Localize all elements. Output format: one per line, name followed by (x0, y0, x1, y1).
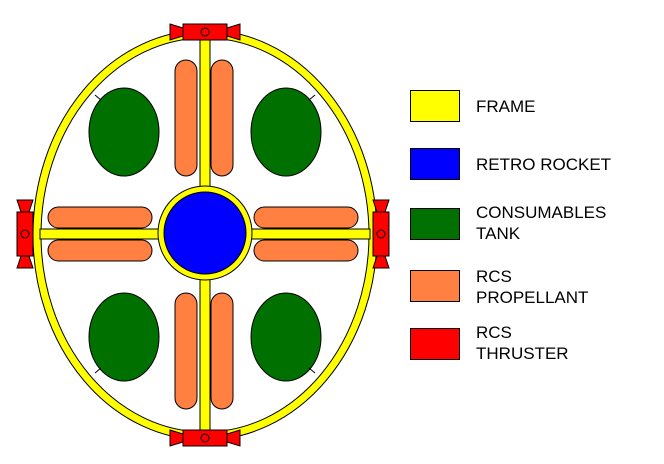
rcs-propellant-tanks (47, 59, 359, 410)
rcs-propellant-tank (47, 239, 153, 262)
frame-beam-bottom (199, 271, 211, 433)
tank-struts (94, 94, 316, 374)
legend-item-retro-rocket: RETRO ROCKET (410, 148, 660, 208)
legend-swatch-rcs-thruster (410, 328, 460, 360)
rcs-propellant-tank (47, 206, 153, 229)
rcs-propellant-tank (174, 292, 198, 410)
legend-swatch-consumables-tank (410, 208, 460, 240)
legend-item-frame: FRAME (410, 90, 660, 150)
frame-beam-left (39, 228, 171, 240)
legend-swatch-rcs-propellant (410, 270, 460, 302)
retro-rocket (163, 191, 247, 275)
legend-swatch-retro-rocket (410, 148, 460, 180)
rcs-thruster (16, 199, 34, 269)
legend-label-consumables-tank: CONSUMABLES TANK (476, 203, 607, 243)
legend-label-frame: FRAME (476, 97, 536, 116)
legend-item-rcs-propellant: RCS PROPELLANT (410, 267, 660, 330)
rcs-propellant-tank (210, 59, 234, 177)
consumables-tanks (88, 87, 322, 382)
rcs-propellant-tank (253, 239, 359, 262)
rcs-propellant-tank (210, 292, 234, 410)
legend-label-retro-rocket: RETRO ROCKET (476, 155, 612, 174)
consumables-tank (88, 292, 160, 382)
legend-label-rcs-propellant: RCS PROPELLANT (476, 267, 589, 307)
legend-label-rcs-thruster: RCS THRUSTER (476, 323, 569, 363)
legend-swatch-frame (410, 90, 460, 122)
consumables-tank (250, 87, 322, 177)
legend-item-rcs-thruster: RCS THRUSTER (410, 323, 660, 388)
rcs-propellant-tank (253, 206, 359, 229)
legend-item-consumables-tank: CONSUMABLES TANK (410, 203, 660, 268)
rcs-thrusters (16, 23, 390, 447)
consumables-tank (88, 87, 160, 177)
frame-beam-right (239, 228, 371, 240)
rcs-thruster (372, 199, 390, 269)
rcs-thruster (169, 429, 241, 447)
frame-beam-top (199, 37, 211, 199)
rcs-propellant-tank (174, 59, 198, 177)
rcs-thruster (169, 23, 241, 41)
consumables-tank (250, 292, 322, 382)
